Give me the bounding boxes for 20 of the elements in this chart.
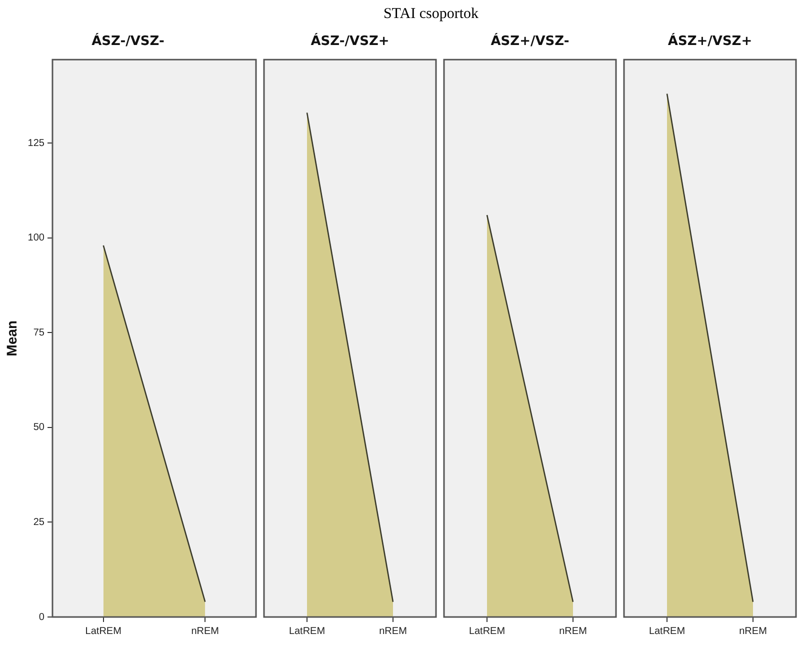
text: STAI csoportok <box>382 5 480 24</box>
y-tick-label: 100 <box>28 232 45 244</box>
x-tick-label: nREM <box>559 626 587 637</box>
x-tick-label: nREM <box>739 626 767 637</box>
y-tick-label: 25 <box>33 516 45 528</box>
chart-title: ÁSZ-/VSZ+ <box>310 32 390 50</box>
x-tick-label: LatREM <box>85 626 122 637</box>
chart-title: ÁSZ+/VSZ+ <box>668 32 752 50</box>
x-tick-label: LatREM <box>648 626 686 637</box>
y-tick-label: 75 <box>33 327 45 338</box>
y-tick-label: 125 <box>28 138 45 149</box>
y-tick-label: 50 <box>33 422 45 434</box>
y-axis-title: Mean <box>3 320 20 356</box>
y-tick-label: 0 <box>38 612 45 623</box>
chart-title: ÁSZ+/VSZ- <box>490 32 570 50</box>
x-tick-label: nREM <box>379 626 407 637</box>
x-tick-label: LatREM <box>288 626 326 637</box>
x-tick-label: LatREM <box>468 626 506 637</box>
x-tick-label: nREM <box>191 626 220 637</box>
chart-title: ÁSZ-/VSZ- <box>92 32 164 50</box>
